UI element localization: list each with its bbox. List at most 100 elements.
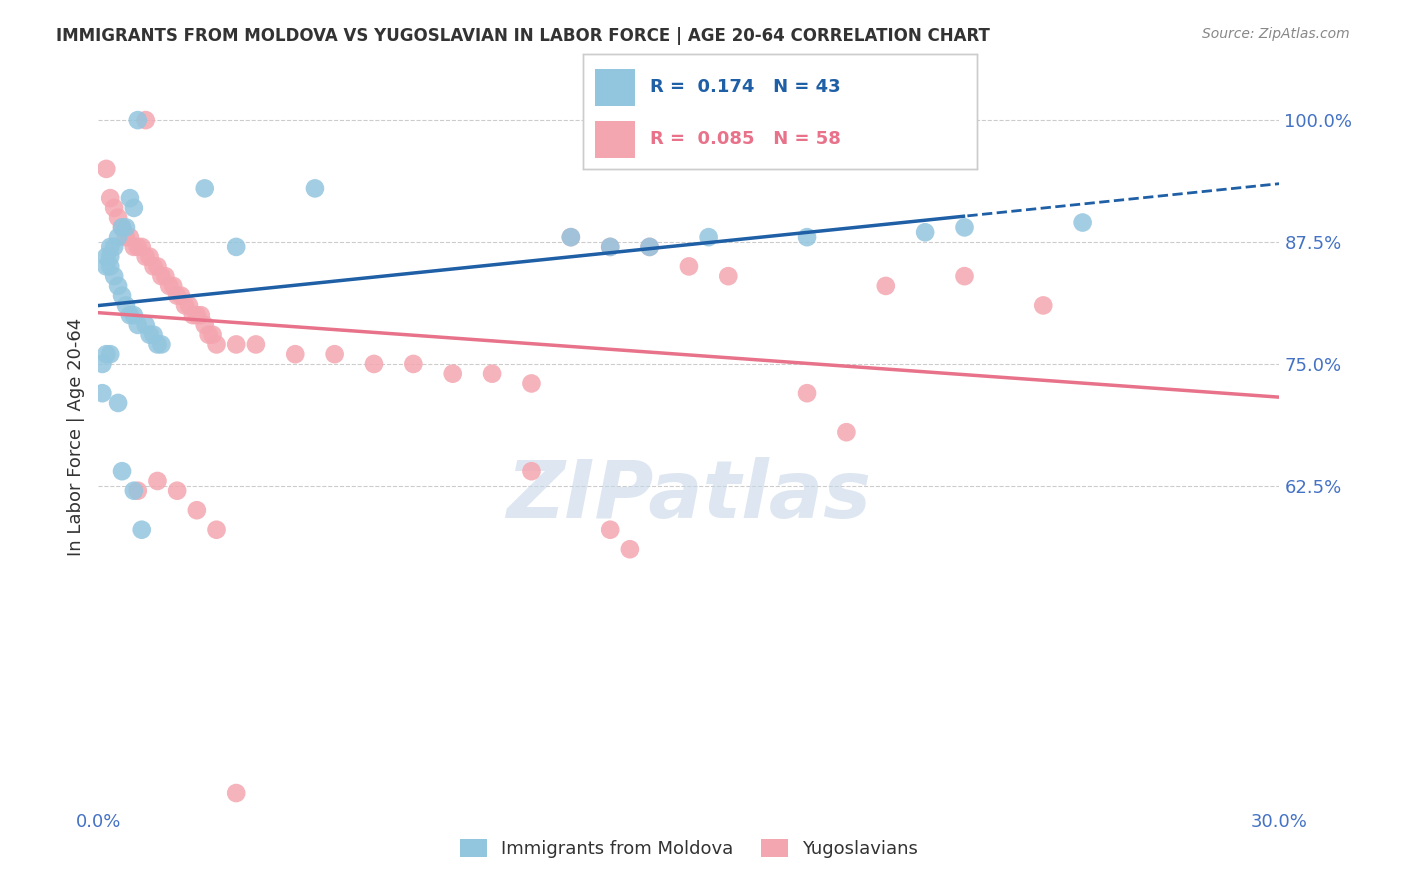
Immigrants from Moldova — [135, 318, 157, 332]
Immigrants from Moldova — [107, 230, 129, 244]
Immigrants from Moldova — [697, 230, 720, 244]
Yugoslavians — [135, 250, 157, 264]
Yugoslavians — [103, 201, 125, 215]
Immigrants from Moldova — [115, 220, 138, 235]
Yugoslavians — [953, 269, 976, 284]
Yugoslavians — [402, 357, 425, 371]
Immigrants from Moldova — [111, 288, 134, 302]
Yugoslavians — [363, 357, 385, 371]
Immigrants from Moldova — [91, 357, 114, 371]
Yugoslavians — [186, 308, 208, 322]
Legend: Immigrants from Moldova, Yugoslavians: Immigrants from Moldova, Yugoslavians — [451, 830, 927, 867]
Immigrants from Moldova — [796, 230, 818, 244]
Yugoslavians — [520, 464, 543, 478]
Immigrants from Moldova — [560, 230, 582, 244]
Yugoslavians — [205, 523, 228, 537]
Yugoslavians — [201, 327, 224, 342]
Yugoslavians — [138, 250, 160, 264]
Yugoslavians — [481, 367, 503, 381]
Yugoslavians — [174, 298, 197, 312]
Immigrants from Moldova — [599, 240, 621, 254]
Yugoslavians — [118, 230, 141, 244]
Yugoslavians — [875, 279, 897, 293]
Immigrants from Moldova — [103, 269, 125, 284]
Yugoslavians — [619, 542, 641, 557]
Yugoslavians — [186, 503, 208, 517]
Immigrants from Moldova — [131, 523, 153, 537]
Immigrants from Moldova — [103, 240, 125, 254]
Yugoslavians — [181, 308, 204, 322]
Text: R =  0.174   N = 43: R = 0.174 N = 43 — [651, 78, 841, 96]
Yugoslavians — [170, 288, 193, 302]
Immigrants from Moldova — [914, 225, 936, 239]
Immigrants from Moldova — [150, 337, 173, 351]
Yugoslavians — [127, 483, 149, 498]
Yugoslavians — [1032, 298, 1054, 312]
Text: Source: ZipAtlas.com: Source: ZipAtlas.com — [1202, 27, 1350, 41]
Yugoslavians — [796, 386, 818, 401]
Yugoslavians — [177, 298, 200, 312]
Immigrants from Moldova — [304, 181, 326, 195]
Immigrants from Moldova — [122, 201, 145, 215]
Immigrants from Moldova — [98, 250, 121, 264]
Immigrants from Moldova — [225, 240, 247, 254]
Yugoslavians — [155, 269, 177, 284]
Immigrants from Moldova — [111, 220, 134, 235]
Yugoslavians — [197, 327, 219, 342]
Yugoslavians — [111, 220, 134, 235]
Yugoslavians — [166, 483, 188, 498]
Yugoslavians — [190, 308, 212, 322]
Immigrants from Moldova — [142, 327, 165, 342]
Yugoslavians — [162, 279, 184, 293]
Immigrants from Moldova — [138, 327, 160, 342]
Yugoslavians — [157, 279, 180, 293]
Y-axis label: In Labor Force | Age 20-64: In Labor Force | Age 20-64 — [66, 318, 84, 557]
Immigrants from Moldova — [118, 308, 141, 322]
Text: R =  0.085   N = 58: R = 0.085 N = 58 — [651, 130, 841, 148]
Yugoslavians — [441, 367, 464, 381]
Yugoslavians — [599, 240, 621, 254]
Immigrants from Moldova — [107, 396, 129, 410]
Immigrants from Moldova — [98, 240, 121, 254]
Yugoslavians — [194, 318, 217, 332]
Yugoslavians — [717, 269, 740, 284]
Immigrants from Moldova — [194, 181, 217, 195]
Yugoslavians — [205, 337, 228, 351]
Immigrants from Moldova — [96, 260, 118, 274]
Yugoslavians — [142, 260, 165, 274]
Text: ZIPatlas: ZIPatlas — [506, 457, 872, 534]
Immigrants from Moldova — [96, 347, 118, 361]
Immigrants from Moldova — [127, 113, 149, 128]
Yugoslavians — [127, 240, 149, 254]
Immigrants from Moldova — [127, 318, 149, 332]
Yugoslavians — [146, 260, 169, 274]
Immigrants from Moldova — [91, 386, 114, 401]
Yugoslavians — [225, 786, 247, 800]
Yugoslavians — [225, 337, 247, 351]
Immigrants from Moldova — [96, 250, 118, 264]
Yugoslavians — [678, 260, 700, 274]
Yugoslavians — [115, 230, 138, 244]
Yugoslavians — [638, 240, 661, 254]
Yugoslavians — [122, 240, 145, 254]
Immigrants from Moldova — [146, 337, 169, 351]
Yugoslavians — [520, 376, 543, 391]
Immigrants from Moldova — [107, 279, 129, 293]
Immigrants from Moldova — [122, 308, 145, 322]
Immigrants from Moldova — [953, 220, 976, 235]
Immigrants from Moldova — [111, 464, 134, 478]
Yugoslavians — [599, 523, 621, 537]
Immigrants from Moldova — [1071, 215, 1094, 229]
Text: IMMIGRANTS FROM MOLDOVA VS YUGOSLAVIAN IN LABOR FORCE | AGE 20-64 CORRELATION CH: IMMIGRANTS FROM MOLDOVA VS YUGOSLAVIAN I… — [56, 27, 990, 45]
Yugoslavians — [131, 240, 153, 254]
Yugoslavians — [107, 211, 129, 225]
Yugoslavians — [835, 425, 858, 440]
Immigrants from Moldova — [98, 347, 121, 361]
Yugoslavians — [98, 191, 121, 205]
Yugoslavians — [166, 288, 188, 302]
Yugoslavians — [135, 113, 157, 128]
Yugoslavians — [245, 337, 267, 351]
Yugoslavians — [560, 230, 582, 244]
Immigrants from Moldova — [98, 260, 121, 274]
Immigrants from Moldova — [638, 240, 661, 254]
